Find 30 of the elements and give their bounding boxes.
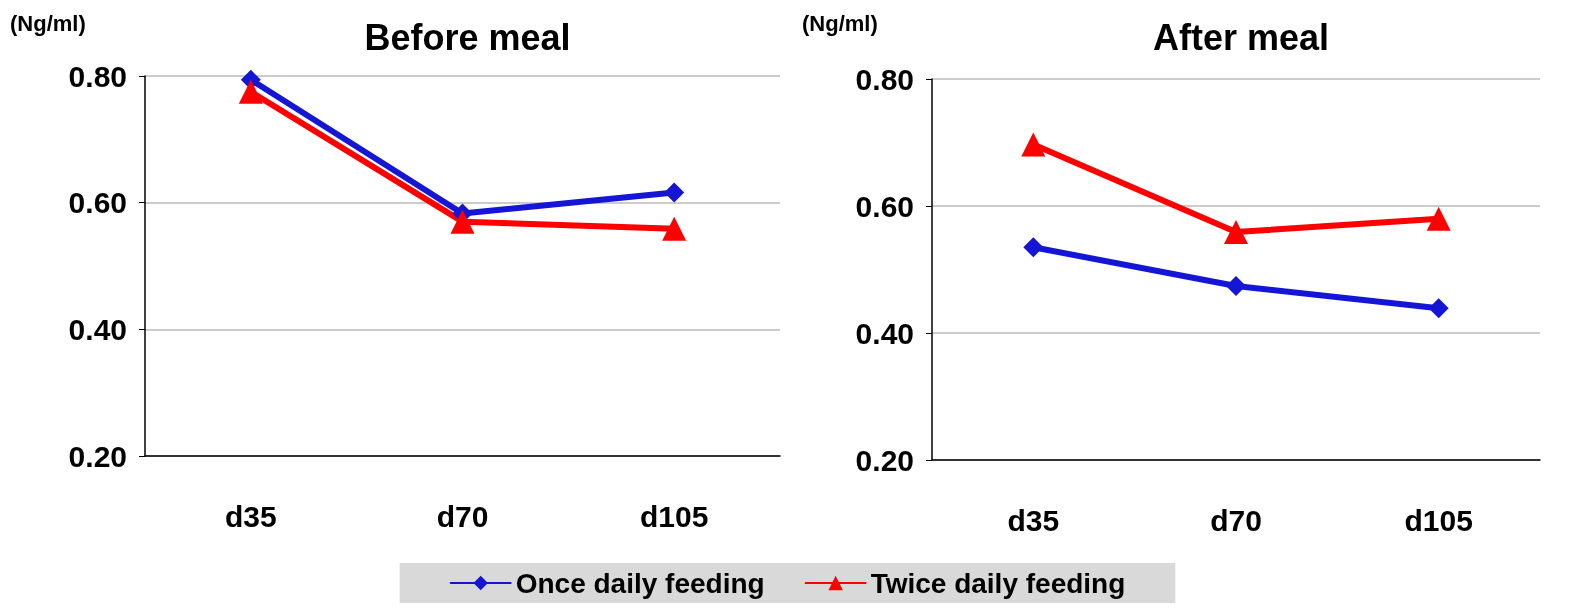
point [1428, 298, 1449, 319]
y-axis-title: (Ng/ml) [10, 10, 86, 36]
y-tick-label: 0.80 [855, 62, 914, 96]
y-axis-title: (Ng/ml) [802, 10, 878, 36]
point [664, 182, 685, 203]
chart-title: After meal [1152, 16, 1330, 58]
point [1426, 206, 1451, 231]
point [1023, 237, 1044, 258]
x-tick-label: d105 [639, 499, 709, 533]
point [450, 209, 475, 234]
point [1224, 220, 1248, 245]
y-tick-label: 0.40 [855, 316, 914, 350]
point [662, 216, 687, 241]
y-tick-label: 0.80 [68, 59, 127, 93]
y-tick-label: 0.20 [68, 439, 127, 473]
x-tick-label: d35 [224, 499, 277, 533]
point [238, 79, 263, 104]
legend-label: Once daily feeding [515, 567, 765, 599]
point [1226, 276, 1246, 297]
chart-title: Before meal [364, 16, 571, 58]
y-tick-label: 0.40 [68, 312, 127, 346]
y-tick-label: 0.60 [855, 189, 914, 223]
x-tick-label: d70 [1210, 503, 1262, 537]
legend-label: Twice daily feeding [870, 567, 1126, 599]
y-tick-label: 0.60 [68, 186, 127, 220]
x-tick-label: d35 [1007, 503, 1060, 537]
x-tick-label: d70 [436, 499, 489, 533]
y-tick-label: 0.20 [855, 443, 914, 477]
point [1021, 132, 1046, 157]
x-tick-label: d105 [1404, 503, 1473, 537]
